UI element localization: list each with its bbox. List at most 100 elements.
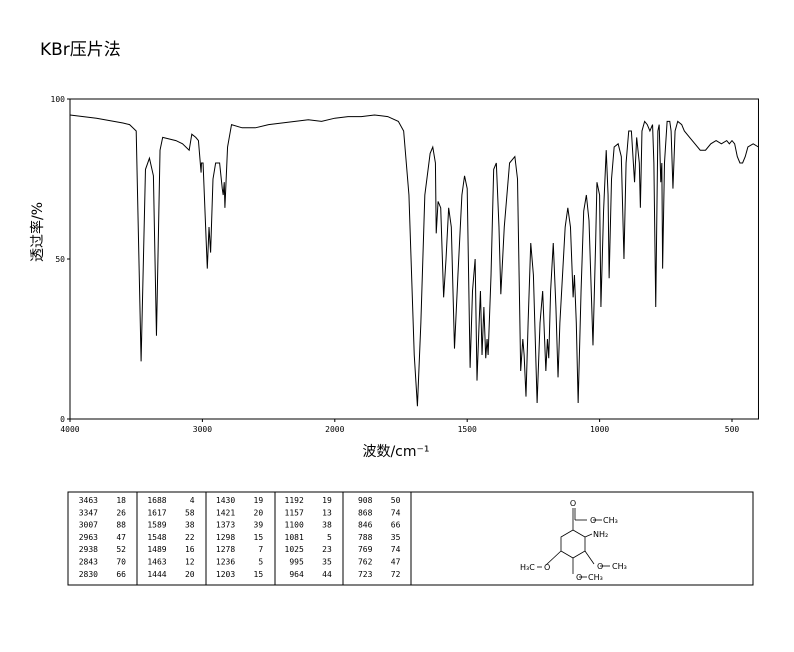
- table-cell: 7: [258, 545, 263, 554]
- table-cell: 15: [254, 570, 264, 579]
- bond: [545, 550, 562, 566]
- table-cell: 47: [391, 558, 401, 567]
- table-cell: 2843: [79, 558, 98, 567]
- table-cell: 1489: [147, 545, 166, 554]
- atom-label: O: [597, 562, 603, 571]
- atom-label: CH₃: [603, 516, 618, 525]
- table-cell: 35: [322, 558, 332, 567]
- table-cell: 762: [358, 558, 373, 567]
- table-cell: 16: [185, 545, 195, 554]
- table-cell: 72: [391, 570, 401, 579]
- table-cell: 66: [116, 570, 126, 579]
- table-cell: 1236: [216, 558, 235, 567]
- table-cell: 26: [116, 508, 126, 517]
- table-cell: 5: [327, 533, 332, 542]
- spectrum-line: [69, 114, 759, 407]
- y-axis-label: 透过率/%: [29, 202, 46, 262]
- table-cell: 1081: [285, 533, 304, 542]
- table-cell: 788: [358, 533, 373, 542]
- table-cell: 66: [391, 521, 401, 530]
- table-cell: 1278: [216, 545, 235, 554]
- x-tick-label: 500: [725, 425, 740, 434]
- bond: [584, 533, 593, 538]
- table-cell: 723: [358, 570, 373, 579]
- table-cell: 38: [322, 521, 332, 530]
- table-cell: 2830: [79, 570, 98, 579]
- table-cell: 769: [358, 545, 373, 554]
- table-cell: 58: [185, 508, 195, 517]
- atom-label: NH₂: [593, 530, 608, 539]
- table-cell: 39: [254, 521, 264, 530]
- table-cell: 70: [116, 558, 126, 567]
- table-cell: 1430: [216, 496, 235, 505]
- table-cell: 15: [254, 533, 264, 542]
- table: [67, 491, 754, 586]
- atom-label: O: [590, 516, 596, 525]
- y-tick-label: 0: [60, 415, 65, 424]
- table-cell: 23: [322, 545, 332, 554]
- chart-title: KBr压片法: [40, 40, 121, 60]
- y-tick-label: 50: [55, 255, 65, 264]
- table-cell: 2938: [79, 545, 98, 554]
- table-cell: 1589: [147, 521, 166, 530]
- x-tick-label: 1000: [590, 425, 609, 434]
- table-cell: 3007: [79, 521, 98, 530]
- table-cell: 1025: [285, 545, 304, 554]
- table-cell: 20: [185, 570, 195, 579]
- table-cell: 1373: [216, 521, 235, 530]
- table-cell: 964: [289, 570, 304, 579]
- table-cell: 18: [116, 496, 126, 505]
- atom-label: CH₃: [588, 573, 603, 582]
- x-tick-label: 4000: [60, 425, 79, 434]
- table-cell: 1548: [147, 533, 166, 542]
- bond: [584, 550, 595, 565]
- table-cell: 1298: [216, 533, 235, 542]
- table-cell: 13: [322, 508, 332, 517]
- atom-label: H₃C: [520, 563, 535, 572]
- table-cell: 20: [254, 508, 264, 517]
- table-cell: 3347: [79, 508, 98, 517]
- table-cell: 38: [185, 521, 195, 530]
- table-cell: 995: [289, 558, 304, 567]
- table-cell: 1421: [216, 508, 235, 517]
- table-cell: 74: [391, 508, 401, 517]
- table-cell: 19: [254, 496, 264, 505]
- x-axis-label: 波数/cm⁻¹: [362, 444, 429, 460]
- table-cell: 3463: [79, 496, 98, 505]
- table-cell: 868: [358, 508, 373, 517]
- table-cell: 1444: [147, 570, 166, 579]
- x-tick-label: 2000: [325, 425, 344, 434]
- atom-label: O: [576, 573, 582, 582]
- table-cell: 1157: [285, 508, 304, 517]
- table-cell: 5: [258, 558, 263, 567]
- table-cell: 908: [358, 496, 373, 505]
- y-tick-label: 100: [51, 95, 66, 104]
- structure: [537, 508, 610, 578]
- table-cell: 74: [391, 545, 401, 554]
- table-cell: 22: [185, 533, 195, 542]
- x-tick-label: 1500: [458, 425, 477, 434]
- table-cell: 4: [190, 496, 195, 505]
- table-cell: 19: [322, 496, 332, 505]
- atom-label: O: [570, 499, 576, 508]
- table-cell: 52: [116, 545, 126, 554]
- table-cell: 1688: [147, 496, 166, 505]
- atom-label: CH₃: [612, 562, 627, 571]
- table-cell: 1463: [147, 558, 166, 567]
- table-cell: 44: [322, 570, 332, 579]
- table-cell: 846: [358, 521, 373, 530]
- table-cell: 1203: [216, 570, 235, 579]
- table-cell: 35: [391, 533, 401, 542]
- ring: [560, 529, 586, 559]
- table-cell: 1617: [147, 508, 166, 517]
- atom-label: O: [544, 563, 550, 572]
- table-cell: 50: [391, 496, 401, 505]
- table-cell: 1192: [285, 496, 304, 505]
- x-tick-label: 3000: [193, 425, 212, 434]
- table-cell: 12: [185, 558, 195, 567]
- table-cell: 2963: [79, 533, 98, 542]
- table-cell: 88: [116, 521, 126, 530]
- table-cell: 47: [116, 533, 126, 542]
- table-cell: 1100: [285, 521, 304, 530]
